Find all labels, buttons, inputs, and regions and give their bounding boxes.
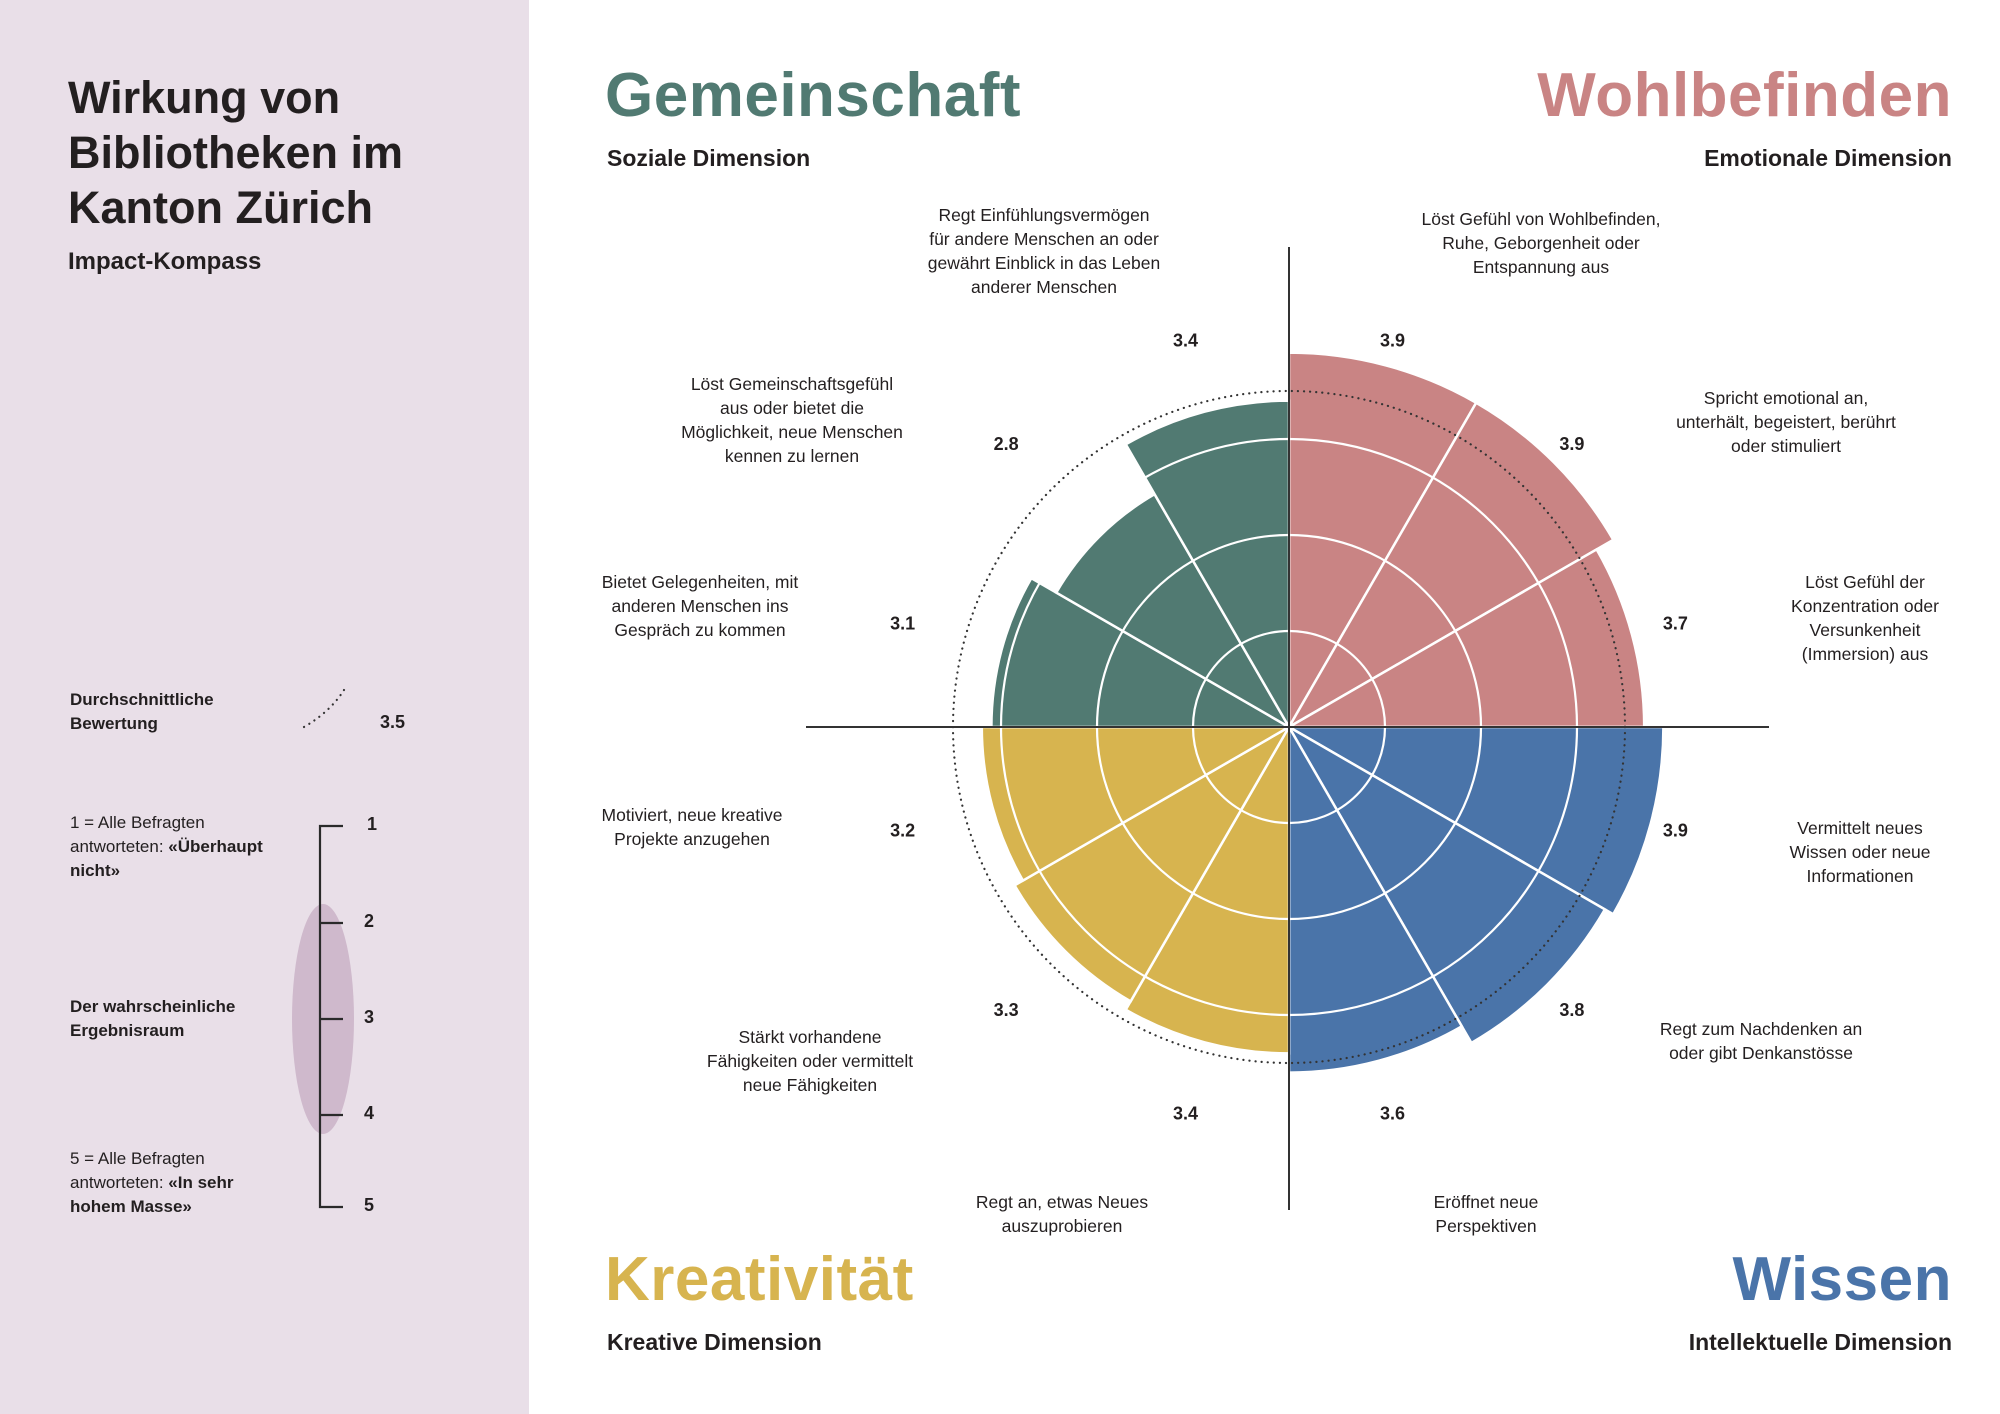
scale-low-answer: «Überhaupt nicht» (70, 837, 263, 880)
value-label: 3.4 (1173, 331, 1198, 351)
category-label: Regt zum Nachdenken an oder gibt Denkans… (1659, 1019, 1863, 1063)
dimension-title-wohlbefinden: Wohlbefinden (1537, 61, 1952, 130)
scale-tick-1: 1 (367, 814, 378, 834)
category-label: Löst Gefühl von Wohlbefinden, Ruhe, Gebo… (1421, 209, 1661, 277)
category-label: Eröffnet neue Perspektiven (1433, 1192, 1539, 1236)
category-label: Stärkt vorhandene Fähigkeiten oder vermi… (706, 1027, 914, 1095)
value-label: 3.9 (1559, 434, 1584, 454)
value-label: 3.4 (1173, 1103, 1198, 1123)
category-label: Löst Gefühl der Konzentration oder Versu… (1791, 572, 1939, 664)
scale-tick-2: 2 (364, 911, 375, 931)
value-label: 3.8 (1559, 1000, 1584, 1020)
dimension-subtitle-gemeinschaft: Soziale Dimension (607, 145, 811, 171)
value-label: 3.1 (890, 613, 915, 633)
value-label: 3.9 (1380, 331, 1405, 351)
value-label: 3.2 (890, 821, 915, 841)
page-subtitle: Impact-Kompass (68, 248, 262, 275)
legend-panel (0, 0, 529, 1414)
scale-high-legend: 5 = Alle Befragten antworteten: «In sehr… (70, 1147, 310, 1219)
dimension-subtitle-wissen: Intellektuelle Dimension (1688, 1329, 1952, 1355)
wedge-kreativitaet (980, 725, 1294, 883)
wedge-gemeinschaft (990, 576, 1294, 729)
category-label: Spricht emotional an, unterhält, begeist… (1676, 388, 1896, 456)
page-title: Wirkung von Bibliotheken im Kanton Züric… (68, 72, 404, 233)
wedge-wohlbefinden (1285, 401, 1615, 731)
value-label: 3.6 (1380, 1103, 1405, 1123)
scale-high-text: 5 = Alle Befragten antworteten: (70, 1149, 205, 1192)
scale-low-legend: 1 = Alle Befragten antworteten: «Überhau… (70, 811, 310, 883)
dimension-subtitle-kreativitaet: Kreative Dimension (607, 1329, 822, 1355)
category-label: Bietet Gelegenheiten, mit anderen Mensch… (601, 572, 799, 640)
scale-tick-4: 4 (364, 1103, 375, 1123)
category-label: Vermittelt neues Wissen oder neue Inform… (1789, 818, 1931, 886)
dimension-title-wissen: Wissen (1732, 1245, 1952, 1314)
category-label: Löst Gemeinschaftsgefühl aus oder bietet… (681, 374, 903, 466)
value-label: 3.3 (994, 1000, 1019, 1020)
wedge-wissen (1285, 723, 1607, 1045)
category-label: Regt Einfühlungsvermögen für andere Mens… (927, 205, 1161, 297)
scale-low-text: 1 = Alle Befragten antworteten: (70, 813, 205, 856)
scale-tick-5: 5 (364, 1195, 375, 1215)
value-label: 3.7 (1663, 613, 1688, 633)
wedge-kreativitaet (1124, 722, 1291, 1055)
wedge-gemeinschaft (1054, 492, 1293, 731)
average-legend-label: Durchschnittliche Bewertung (70, 690, 214, 733)
wedge-gemeinschaft (1124, 399, 1291, 732)
dimension-title-kreativitaet: Kreativität (605, 1245, 914, 1314)
scale-high-answer: «In sehr hohem Masse» (70, 1173, 234, 1216)
average-legend-value: 3.5 (380, 712, 406, 732)
value-label: 2.8 (994, 434, 1019, 454)
wedge-wohlbefinden (1287, 351, 1478, 732)
scale-tick-3: 3 (364, 1007, 375, 1027)
wedge-wohlbefinden (1284, 547, 1646, 729)
dimension-title-gemeinschaft: Gemeinschaft (605, 61, 1022, 130)
category-label: Motiviert, neue kreative Projekte anzuge… (601, 805, 783, 849)
wedge-wissen (1284, 725, 1665, 916)
dimension-subtitle-wohlbefinden: Emotionale Dimension (1704, 145, 1952, 171)
category-label: Regt an, etwas Neues auszuprobieren (975, 1192, 1149, 1236)
range-legend-label: Der wahrscheinliche Ergebnisraum (70, 997, 236, 1040)
value-label: 3.9 (1663, 821, 1688, 841)
